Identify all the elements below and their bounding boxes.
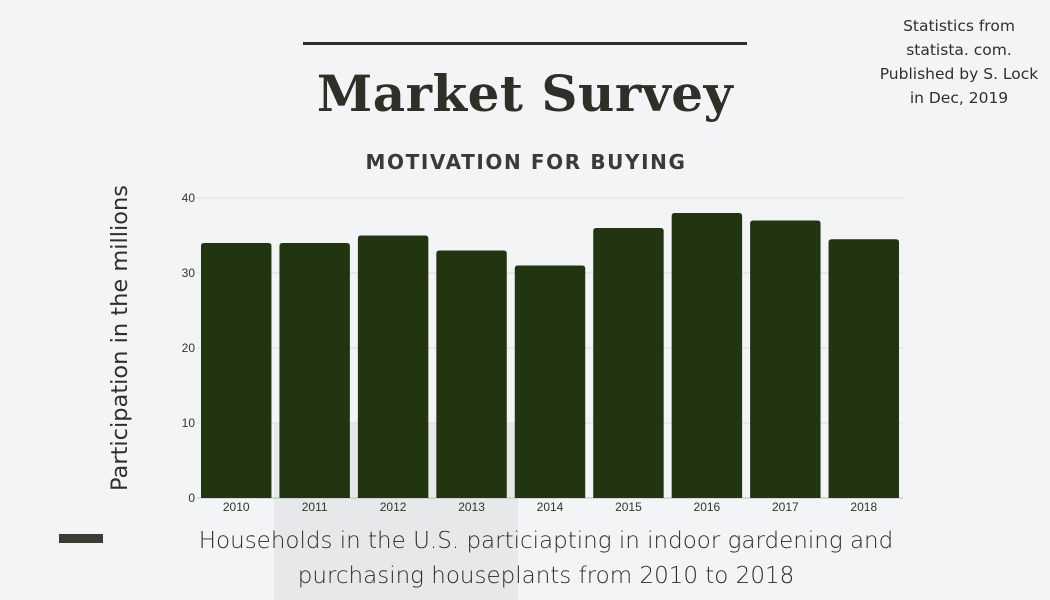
y-tick-label: 30 <box>182 266 196 280</box>
y-tick-label: 20 <box>182 341 196 355</box>
x-tick-label: 2015 <box>615 500 642 514</box>
y-tick-labels: 0 10 20 30 40 <box>182 191 196 505</box>
bars <box>201 213 899 498</box>
x-tick-labels: 2010 2011 2012 2013 2014 2015 2016 2017 2018 <box>223 500 878 514</box>
chart-subtitle: MOTIVATION FOR BUYING <box>365 150 687 174</box>
title-divider <box>303 42 747 45</box>
x-tick-label: 2016 <box>694 500 721 514</box>
bar-2013 <box>436 250 507 498</box>
bar-2010 <box>201 243 272 498</box>
x-tick-label: 2010 <box>223 500 250 514</box>
page-title: Market Survey <box>316 64 734 123</box>
x-tick-label: 2012 <box>380 500 407 514</box>
x-tick-label: 2018 <box>850 500 877 514</box>
bar-2018 <box>828 239 899 498</box>
accent-dash <box>59 534 103 543</box>
bar-2011 <box>279 243 350 498</box>
bar-2014 <box>514 265 586 498</box>
bar-2016 <box>671 213 743 498</box>
bar-2017 <box>750 220 821 498</box>
y-tick-label: 0 <box>188 491 195 505</box>
y-tick-label: 10 <box>182 416 196 430</box>
y-tick-label: 40 <box>182 191 196 205</box>
bar-2012 <box>357 235 429 498</box>
x-tick-label: 2017 <box>772 500 799 514</box>
x-tick-label: 2014 <box>537 500 564 514</box>
x-tick-label: 2013 <box>458 500 485 514</box>
chart-caption: Households in the U.S. particiapting in … <box>198 528 894 589</box>
x-tick-label: 2011 <box>302 500 328 514</box>
bar-2015 <box>593 228 664 498</box>
source-note: Statistics from statista. com. Published… <box>879 17 1039 107</box>
